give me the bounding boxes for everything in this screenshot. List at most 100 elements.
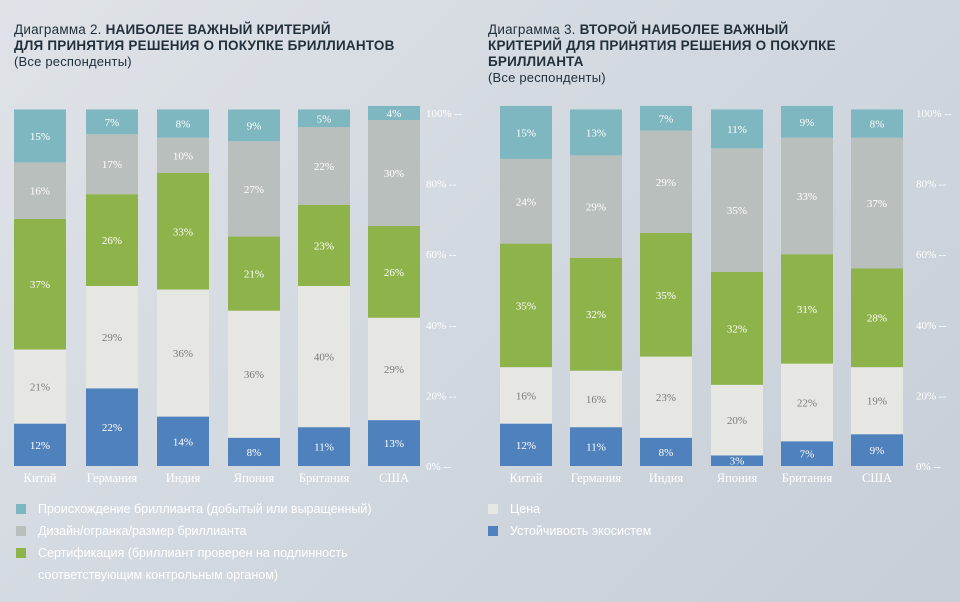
chart-2-data-label: 17% — [102, 159, 122, 171]
legend-swatch-design — [16, 526, 26, 536]
chart-3-bar — [570, 427, 622, 466]
legend-label-design: Дизайн/огранка/размер бриллианта — [38, 524, 247, 538]
chart-2-category-label: Британия — [299, 471, 350, 485]
chart-2-bar — [157, 109, 209, 138]
chart-2-data-label: 16% — [30, 186, 50, 198]
chart-2-data-label: 9% — [247, 120, 262, 132]
chart-3-y-tick-label: 60% -- — [916, 249, 947, 261]
chart-2-data-label: 8% — [247, 447, 262, 459]
chart-3-data-label: 8% — [870, 119, 885, 131]
legend-item-ecosystems: Устойчивость экосистем — [488, 520, 788, 542]
legend-swatch-certification — [16, 548, 26, 558]
chart-2-title-line-2: ДЛЯ ПРИНЯТИЯ РЕШЕНИЯ О ПОКУПКЕ БРИЛЛИАНТ… — [14, 38, 395, 53]
chart-3-data-label: 32% — [727, 323, 747, 335]
chart-2-data-label: 26% — [384, 267, 404, 279]
chart-2-bar — [298, 204, 350, 286]
chart-3-bar — [500, 105, 552, 159]
chart-2-bar — [157, 173, 209, 290]
chart-2-bar — [86, 388, 138, 466]
chart-2-data-label: 33% — [173, 226, 193, 238]
chart-2-title-line-1: НАИБОЛЕЕ ВАЖНЫЙ КРИТЕРИЙ — [105, 22, 331, 37]
chart-3-data-label: 35% — [727, 205, 747, 217]
chart-3-category-label: Германия — [571, 471, 622, 485]
chart-3-bar — [711, 384, 763, 456]
chart-3-bar — [500, 367, 552, 424]
chart-2-bar — [14, 109, 66, 163]
legend-label-ecosystems: Устойчивость экосистем — [510, 524, 652, 538]
chart-3-data-label: 28% — [867, 313, 887, 325]
chart-2-bar — [86, 194, 138, 286]
chart-2-bar — [157, 137, 209, 174]
chart-2-category-label: Германия — [87, 471, 138, 485]
chart-2-y-tick-label: 100% -- — [426, 108, 462, 120]
chart-3-data-label: 24% — [516, 196, 536, 208]
chart-2-bar — [368, 317, 420, 421]
chart-3-data-label: 8% — [659, 447, 674, 459]
chart-2-data-label: 27% — [244, 184, 264, 196]
chart-3-bar — [570, 257, 622, 371]
chart-2-data-label: 26% — [102, 235, 122, 247]
chart-3-bar — [711, 271, 763, 385]
chart-2-data-label: 13% — [384, 438, 404, 450]
chart-3-bar — [781, 105, 833, 138]
chart-3-data-label: 13% — [586, 127, 606, 139]
chart-3-bar — [851, 268, 903, 368]
chart-3-data-label: 35% — [516, 300, 536, 312]
chart-3-data-label: 37% — [867, 198, 887, 210]
chart-2-category-label: Китай — [24, 471, 57, 485]
chart-3-bar — [640, 233, 692, 357]
legend-label-certification: Сертификация (бриллиант проверен на подл… — [38, 546, 348, 560]
chart-3-category-label: Япония — [717, 471, 758, 485]
chart-2-data-label: 10% — [173, 150, 193, 162]
chart-3-data-label: 35% — [656, 290, 676, 302]
chart-3-title-line-3: БРИЛЛИАНТА — [488, 54, 584, 69]
chart-3-category-label: Индия — [649, 471, 684, 485]
chart-2-bar — [14, 218, 66, 350]
chart-2-data-label: 36% — [244, 369, 264, 381]
chart-2-category-label: Япония — [234, 471, 275, 485]
chart-2-y-tick-label: 0% -- — [426, 461, 451, 473]
chart-3-data-label: 11% — [586, 442, 606, 454]
chart-3-data-label: 3% — [730, 456, 745, 468]
chart-2-bar — [368, 120, 420, 226]
chart-3-y-tick-label: 100% -- — [916, 108, 952, 120]
legend-item-design: Дизайн/огранка/размер бриллианта — [16, 520, 456, 542]
chart-3-bar — [500, 243, 552, 368]
chart-3-data-label: 16% — [586, 394, 606, 406]
legend-chart-3: Цена Устойчивость экосистем — [488, 498, 788, 542]
chart-2-bar — [298, 427, 350, 466]
chart-3-bar — [711, 148, 763, 272]
chart-3-category-label: США — [862, 471, 892, 485]
chart-3-bar — [640, 105, 692, 131]
chart-2-bar — [228, 236, 280, 311]
chart-2-data-label: 5% — [317, 113, 332, 125]
chart-2-data-label: 12% — [30, 440, 50, 452]
legend-item-price: Цена — [488, 498, 788, 520]
chart-2-data-label: 30% — [384, 168, 404, 180]
chart-2-bar — [298, 285, 350, 428]
chart-3-y-tick-label: 0% -- — [916, 461, 941, 473]
chart-3-bar — [781, 137, 833, 255]
chart-3-data-label: 7% — [800, 449, 815, 461]
chart-3-bar — [640, 437, 692, 466]
chart-2-data-label: 29% — [102, 332, 122, 344]
legend-chart-2: Происхождение бриллианта (добытый или вы… — [16, 498, 456, 586]
chart-3-data-label: 12% — [516, 440, 536, 452]
legend-item-certification: Сертификация (бриллиант проверен на подл… — [16, 542, 456, 564]
chart-3-data-label: 29% — [586, 202, 606, 214]
chart-3-data-label: 19% — [867, 396, 887, 408]
chart-2-bar — [368, 420, 420, 466]
chart-3-bar — [500, 423, 552, 466]
chart-2-data-label: 22% — [314, 161, 334, 173]
chart-2-bar — [298, 109, 350, 128]
chart-2-bar — [86, 285, 138, 389]
chart-3-bar — [570, 155, 622, 258]
chart-2-data-label: 15% — [30, 131, 50, 143]
chart-3-bar — [570, 109, 622, 156]
chart-3-category-label: Китай — [510, 471, 543, 485]
chart-2-bar — [368, 105, 420, 121]
chart-3-bar — [851, 137, 903, 269]
chart-3-data-label: 11% — [727, 124, 747, 136]
legend-label-origin: Происхождение бриллианта (добытый или вы… — [38, 502, 372, 516]
chart-3-data-label: 22% — [797, 397, 817, 409]
